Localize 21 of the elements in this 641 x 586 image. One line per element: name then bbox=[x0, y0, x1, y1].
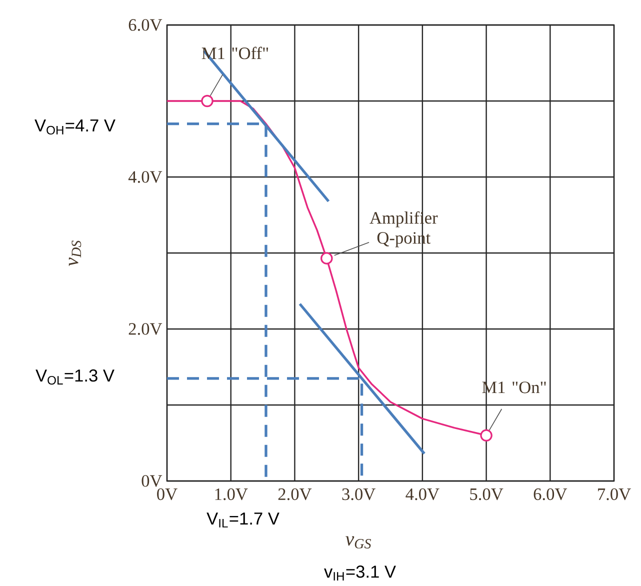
x-tick-label: 1.0V bbox=[215, 488, 248, 500]
x-tick-label: 4.0V bbox=[406, 488, 440, 500]
y-axis-title: v$_{DS}$ bbox=[68, 240, 82, 266]
point bbox=[480, 429, 492, 442]
x-tick-label: 3.0V bbox=[342, 488, 376, 500]
point bbox=[320, 252, 333, 264]
y-tick-label: 4.0V bbox=[128, 171, 162, 183]
text: V$_{IL}$=1.7 V bbox=[206, 512, 280, 528]
y-tick-label: 2.0V bbox=[128, 323, 162, 335]
text: v$_{IH}$=3.1 V bbox=[324, 566, 396, 580]
x-tick-label: 5.0V bbox=[470, 488, 504, 500]
point bbox=[201, 94, 214, 108]
y-tick-label: 6.0V bbox=[128, 19, 162, 31]
text: V$_{OH}$=4.7 V bbox=[34, 120, 116, 135]
x-tick-label: 0V bbox=[157, 488, 178, 500]
x-tick-label: 7.0V bbox=[598, 488, 631, 500]
x-tick-label: 2.0V bbox=[278, 488, 312, 500]
x-axis-title: v$_{GS}$ bbox=[346, 536, 372, 548]
text: V$_{OL}$=1.3 V bbox=[36, 369, 114, 385]
y-tick-label: 0V bbox=[142, 475, 162, 487]
x-tick-label: 6.0V bbox=[534, 488, 568, 500]
